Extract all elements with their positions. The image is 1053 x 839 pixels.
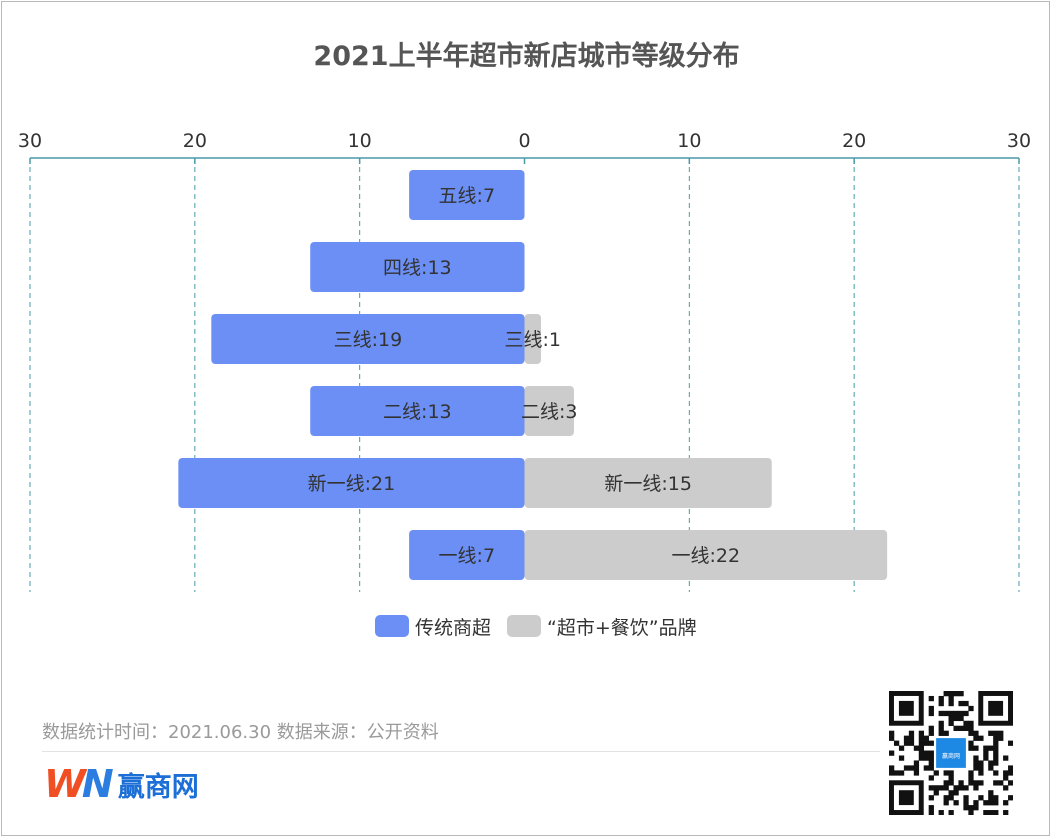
- bar: [211, 314, 525, 364]
- legend-item-traditional[interactable]: 传统商超: [375, 613, 491, 640]
- bar: [178, 458, 525, 508]
- legend-swatch-supermarket-dining: [507, 615, 542, 637]
- data-label: 二线:13: [383, 401, 452, 423]
- data-label: 一线:7: [439, 545, 496, 567]
- chart-legend: 传统商超 “超市+餐饮”品牌: [375, 612, 713, 640]
- data-label: 二线:3: [521, 401, 578, 423]
- bar: [409, 530, 525, 580]
- legend-item-supermarket-dining[interactable]: “超市+餐饮”品牌: [507, 613, 697, 640]
- bar: [409, 170, 525, 220]
- data-label: 新一线:15: [604, 473, 692, 495]
- data-label: 一线:22: [672, 545, 741, 567]
- data-label: 三线:1: [504, 329, 561, 351]
- data-label: 新一线:21: [308, 473, 396, 495]
- footer-divider: [42, 751, 880, 752]
- data-label: 三线:19: [334, 329, 403, 351]
- qr-center-logo: [936, 738, 966, 768]
- x-tick-label: 30: [18, 130, 42, 152]
- winshang-logo: WN 赢商网: [44, 762, 199, 806]
- x-tick-label: 10: [677, 130, 701, 152]
- bar: [524, 314, 541, 364]
- x-tick-label: 10: [348, 130, 372, 152]
- qr-code-icon: 赢商网: [889, 691, 1013, 815]
- legend-label-supermarket-dining: “超市+餐饮”品牌: [547, 616, 697, 639]
- logo-mark: WN: [44, 762, 114, 806]
- bar: [524, 530, 888, 580]
- bar: [310, 242, 525, 292]
- legend-swatch-traditional: [375, 615, 409, 637]
- bar: [310, 386, 525, 436]
- chart-title: 2021上半年超市新店城市等级分布: [313, 41, 740, 72]
- bar: [524, 458, 772, 508]
- data-source-note: 数据统计时间：2021.06.30 数据来源：公开资料: [42, 722, 439, 743]
- qr-center-text: 赢商网: [942, 752, 960, 760]
- x-tick-label: 20: [183, 130, 207, 152]
- logo-text: 赢商网: [117, 771, 199, 803]
- data-label: 四线:13: [383, 257, 452, 279]
- bar: [524, 386, 574, 436]
- x-tick-label: 30: [1007, 130, 1031, 152]
- legend-label-traditional: 传统商超: [415, 616, 492, 639]
- x-tick-label: 0: [518, 130, 530, 152]
- chart-canvas: 30 20 10 0 10 20 30 五线:7 四线:13 三线:19 二线:13 新一线:21 一线…: [18, 130, 1031, 592]
- x-tick-label: 20: [842, 130, 866, 152]
- data-label: 五线:7: [439, 185, 496, 207]
